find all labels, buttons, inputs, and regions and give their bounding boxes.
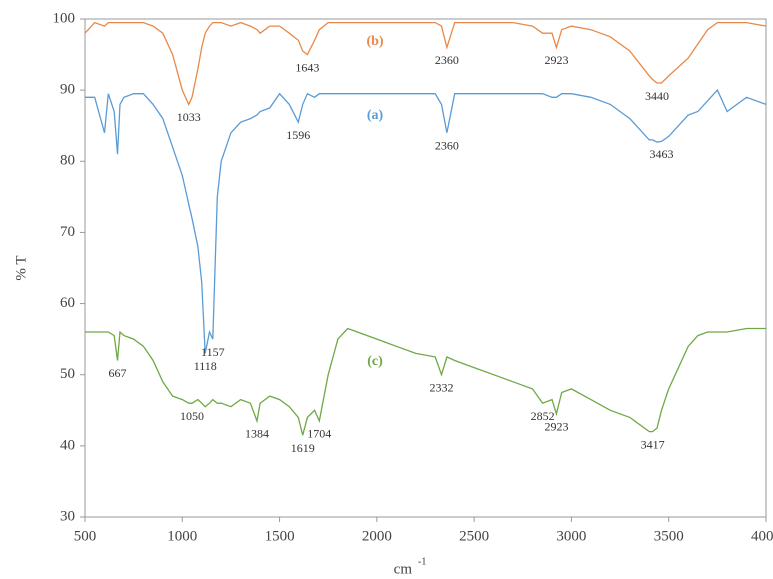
x-axis-label-sup: -1: [418, 556, 426, 567]
y-tick-label: 30: [60, 508, 75, 524]
x-tick-label: 2500: [459, 528, 489, 544]
y-tick-label: 80: [60, 153, 75, 169]
peak-label: 1619: [291, 441, 315, 455]
x-tick-label: 1000: [167, 528, 197, 544]
peak-label: 3463: [650, 147, 674, 161]
y-tick-label: 50: [60, 366, 75, 382]
series-label: (c): [367, 354, 383, 369]
peak-label: 1596: [286, 128, 310, 142]
peak-label: 2923: [544, 420, 568, 434]
peak-label: 667: [108, 366, 126, 380]
spectrum-line: [85, 88, 767, 354]
peak-label: 2332: [429, 380, 453, 394]
peak-label: 1118: [194, 359, 217, 373]
series-label: (b): [366, 34, 383, 49]
x-tick-label: 2000: [362, 528, 392, 544]
y-tick-label: 70: [60, 224, 75, 240]
peak-label: 2360: [435, 53, 459, 67]
peak-label: 2923: [544, 53, 568, 67]
y-axis-label: % T: [13, 255, 29, 280]
x-tick-label: 500: [74, 528, 97, 544]
spectrum-line: [84, 21, 767, 106]
peak-label: 2360: [435, 139, 459, 153]
y-tick-label: 90: [60, 82, 75, 98]
y-tick-label: 100: [53, 10, 76, 26]
x-tick-label: 3000: [556, 528, 586, 544]
peak-label: 2852: [531, 409, 555, 423]
x-axis-label: cm: [394, 561, 413, 577]
peak-label: 1643: [295, 60, 319, 74]
peak-label: 1157: [201, 345, 225, 359]
y-tick-label: 40: [60, 437, 75, 453]
x-tick-label: 3500: [654, 528, 684, 544]
x-tick-label: 4000: [751, 528, 773, 544]
x-tick-label: 1500: [265, 528, 295, 544]
y-tick-label: 60: [60, 295, 75, 311]
spectrum-line: [85, 327, 766, 436]
peak-label: 3417: [641, 437, 665, 451]
peak-label: 1050: [180, 409, 204, 423]
series-label: (a): [367, 108, 384, 123]
peak-label: 1033: [177, 110, 201, 124]
plot-frame: [84, 18, 767, 518]
peak-label: 1704: [307, 427, 331, 441]
peak-label: 3440: [645, 89, 669, 103]
peak-label: 1384: [245, 427, 269, 441]
